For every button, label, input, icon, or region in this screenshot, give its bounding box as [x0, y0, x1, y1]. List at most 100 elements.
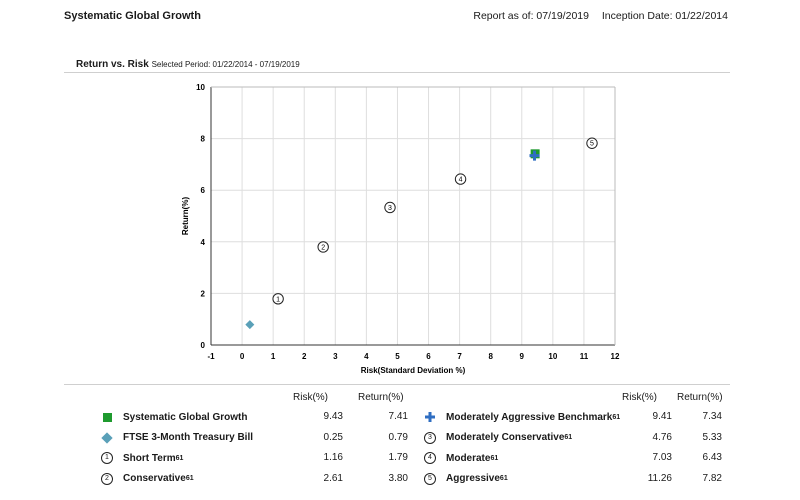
footnote-ref: 61 [612, 413, 621, 421]
section-title: Return vs. Risk [76, 59, 149, 70]
report-meta: Report as of: 07/19/2019 Inception Date:… [463, 10, 728, 22]
x-tick-label: 3 [333, 352, 338, 361]
data-point: 3 [384, 201, 396, 214]
x-tick-label: 11 [580, 352, 589, 361]
point-circle [317, 241, 329, 253]
footnote-ref: 61 [499, 475, 508, 482]
y-tick-label: 10 [196, 83, 205, 92]
footnote-ref: 61 [185, 475, 194, 482]
legend-name: Moderately Aggressive Benchmark [446, 411, 613, 423]
legend-name: Systematic Global Growth [123, 411, 248, 423]
risk-header: Risk(%) [293, 392, 328, 403]
data-point: 1 [272, 293, 284, 305]
point-circle [384, 201, 396, 214]
blue-plus-icon [423, 410, 437, 424]
circle-1-icon: 1 [100, 451, 114, 465]
risk-value: 2.61 [323, 472, 343, 484]
legend-row: FTSE 3-Month Treasury Bill [100, 430, 253, 446]
return-header: Return(%) [358, 392, 404, 403]
return-value: 7.34 [702, 411, 722, 422]
inception-date: Inception Date: 01/22/2014 [601, 10, 728, 22]
section-header: Return vs. Risk Selected Period: 01/22/2… [76, 59, 300, 70]
risk-value: 0.25 [323, 431, 343, 443]
x-tick-label: 9 [520, 352, 525, 361]
legend-right: Risk(%) Return(%) Moderately Aggressive … [415, 392, 735, 492]
return-value: 6.43 [702, 452, 722, 463]
footnote-ref: 61 [490, 454, 499, 462]
y-tick-label: 4 [201, 238, 206, 247]
circle-3-icon: 3 [423, 431, 437, 445]
x-tick-label: 2 [302, 352, 307, 361]
data-point: 2 [317, 241, 329, 253]
x-tick-label: 5 [395, 352, 400, 361]
point-circle [454, 173, 467, 185]
y-tick-label: 8 [201, 135, 206, 144]
risk-header: Risk(%) [622, 392, 657, 403]
point-label: 2 [321, 244, 325, 251]
data-point: 4 [454, 173, 467, 185]
risk-value: 9.41 [652, 411, 672, 422]
x-tick-label: 7 [457, 352, 462, 361]
return-header: Return(%) [677, 392, 723, 403]
data-point [245, 320, 255, 330]
legend-name: FTSE 3-Month Treasury Bill [123, 432, 254, 443]
risk-value: 7.03 [652, 452, 672, 463]
data-point [529, 150, 540, 161]
y-tick-label: 2 [201, 289, 206, 298]
legend-name: Short Term [123, 452, 176, 464]
x-tick-label: 6 [426, 352, 431, 361]
legend-row: 5 Aggressive 61 [423, 471, 508, 487]
x-axis-label: Risk(Standard Deviation %) [361, 366, 466, 375]
return-value: 1.79 [388, 452, 408, 463]
circle-2-icon: 2 [100, 472, 114, 486]
return-value: 7.41 [388, 411, 408, 422]
point-circle [272, 293, 284, 305]
point-label: 1 [276, 296, 280, 303]
legend-name: Moderately Conservative [446, 432, 565, 443]
circle-5-icon: 5 [423, 472, 437, 486]
legend-row: 1 Short Term 61 [100, 450, 183, 466]
divider [64, 72, 730, 73]
x-tick-label: 1 [271, 352, 276, 361]
legend-name: Moderate [446, 452, 491, 464]
page-title: Systematic Global Growth [64, 10, 201, 22]
footnote-ref: 61 [564, 434, 573, 441]
point-label: 5 [590, 141, 594, 148]
return-value: 3.80 [388, 472, 408, 484]
return-value: 5.33 [702, 431, 722, 443]
risk-value: 9.43 [323, 411, 343, 422]
legend-row: Moderately Aggressive Benchmark 61 [423, 409, 620, 425]
legend-row: 3 Moderately Conservative 61 [423, 430, 572, 446]
risk-value: 11.26 [647, 472, 672, 484]
point-label: 3 [388, 205, 392, 212]
teal-diamond-icon [100, 431, 114, 445]
x-tick-label: 10 [548, 352, 557, 361]
legend-name: Aggressive [446, 473, 500, 484]
point-label: 4 [459, 177, 463, 184]
x-tick-label: 8 [488, 352, 493, 361]
report-date: Report as of: 07/19/2019 [473, 10, 589, 22]
data-point: 5 [586, 137, 598, 149]
x-tick-label: 0 [240, 352, 245, 361]
x-tick-label: 4 [364, 352, 369, 361]
return-value: 7.82 [702, 472, 722, 484]
legend-left: Risk(%) Return(%) Systematic Global Grow… [92, 392, 408, 492]
x-tick-label: 12 [611, 352, 620, 361]
legend-row: 2 Conservative 61 [100, 471, 194, 487]
divider [64, 384, 730, 385]
legend-row: Systematic Global Growth [100, 409, 247, 425]
risk-value: 1.16 [323, 452, 343, 463]
legend-name: Conservative [123, 473, 186, 484]
footnote-ref: 61 [175, 454, 184, 462]
legend-row: 4 Moderate 61 [423, 450, 498, 466]
circle-4-icon: 4 [423, 451, 437, 465]
y-tick-label: 6 [201, 186, 206, 195]
risk-value: 4.76 [652, 431, 672, 443]
y-tick-label: 0 [201, 341, 206, 350]
point-circle [586, 137, 598, 149]
y-axis-label: Return(%) [181, 197, 190, 236]
green-square-icon [100, 410, 114, 424]
return-value: 0.79 [388, 431, 408, 443]
selected-period: Selected Period: 01/22/2014 - 07/19/2019 [151, 60, 300, 69]
